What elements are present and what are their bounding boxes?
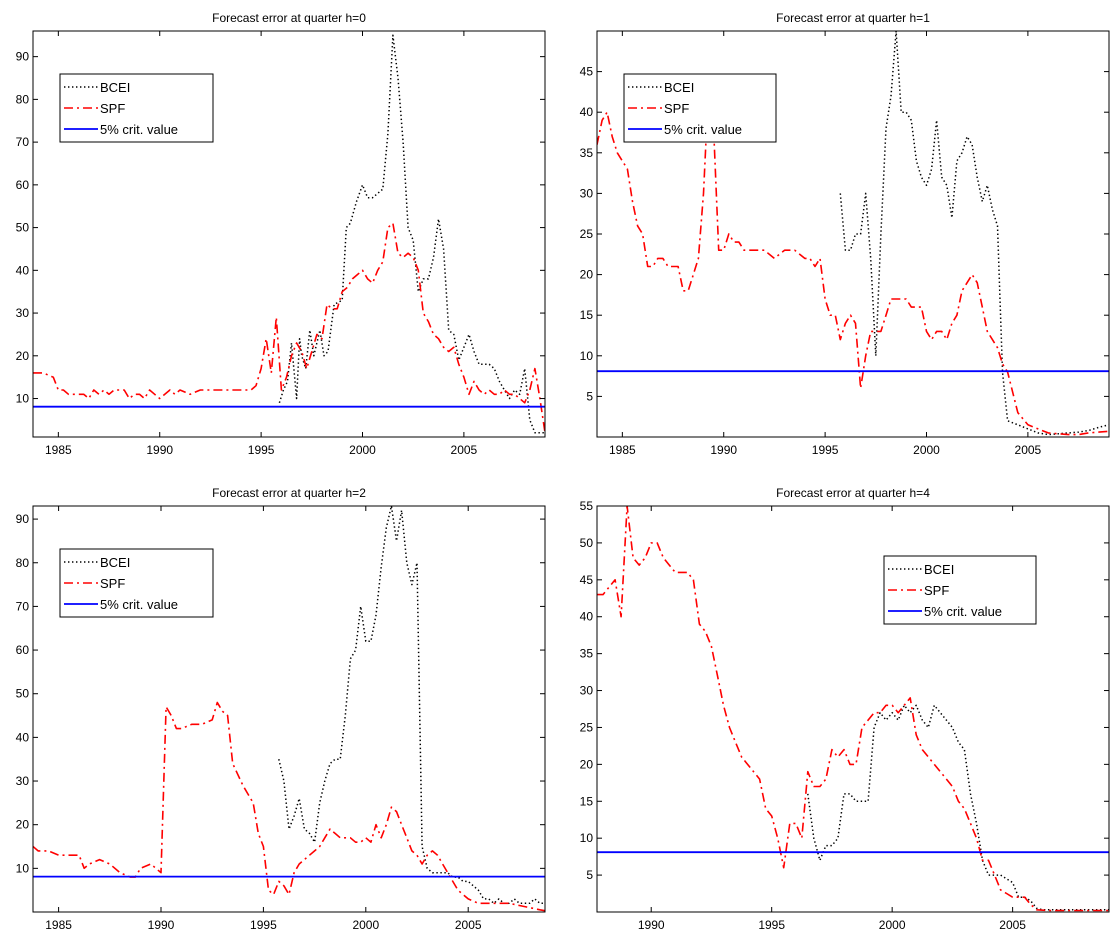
y-tick-label: 40 — [580, 610, 594, 624]
x-tick-label: 2000 — [349, 443, 376, 457]
series-group — [33, 34, 545, 434]
x-tick-label: 1990 — [638, 918, 665, 932]
y-tick-label: 30 — [16, 774, 30, 788]
y-tick-label: 10 — [16, 861, 30, 875]
x-tick-label: 1995 — [250, 918, 277, 932]
series-line-spf — [597, 506, 1109, 912]
y-tick-label: 15 — [580, 794, 594, 808]
y-tick-label: 55 — [580, 499, 594, 513]
chart-title: Forecast error at quarter h=4 — [776, 486, 930, 500]
x-tick-label: 2000 — [879, 918, 906, 932]
y-tick-label: 10 — [580, 831, 594, 845]
series-line-spf — [597, 87, 1109, 436]
chart-panel-1: Forecast error at quarter h=0 1985 1990 199… — [16, 11, 546, 457]
legend-label-spf: SPF — [924, 583, 949, 598]
legend-label-bcei: BCEI — [100, 555, 130, 570]
y-tick-label: 45 — [580, 65, 594, 79]
legend-label-5-crit-value: 5% crit. value — [664, 122, 742, 137]
legend-label-5-crit-value: 5% crit. value — [100, 122, 178, 137]
legend-label-bcei: BCEI — [664, 80, 694, 95]
x-tick-label: 2005 — [1015, 443, 1042, 457]
x-tick-label: 1990 — [148, 918, 175, 932]
y-tick-label: 35 — [580, 647, 594, 661]
series-line-spf — [33, 701, 545, 912]
y-tick-label: 30 — [580, 684, 594, 698]
y-tick-label: 40 — [16, 730, 30, 744]
x-tick-label: 1985 — [609, 443, 636, 457]
x-tick-label: 1995 — [812, 443, 839, 457]
legend: BCEI SPF 5% crit. value — [59, 548, 214, 618]
x-tick-label: 1995 — [248, 443, 275, 457]
legend: BCEI SPF 5% crit. value — [623, 73, 777, 143]
x-tick-label: 1985 — [45, 443, 72, 457]
y-tick-label: 90 — [16, 50, 30, 64]
legend-label-5-crit-value: 5% crit. value — [100, 597, 178, 612]
y-tick-label: 20 — [16, 349, 30, 363]
series-line-bcei — [839, 31, 1109, 436]
y-tick-label: 25 — [580, 720, 594, 734]
y-tick-label: 60 — [16, 643, 30, 657]
y-tick-label: 25 — [580, 227, 594, 241]
x-tick-label: 1995 — [758, 918, 785, 932]
series-group — [597, 31, 1109, 436]
chart-title: Forecast error at quarter h=2 — [212, 486, 366, 500]
y-tick-label: 80 — [16, 92, 30, 106]
legend: BCEI SPF 5% crit. value — [883, 555, 1037, 625]
x-tick-label: 1990 — [710, 443, 737, 457]
y-tick-label: 40 — [580, 105, 594, 119]
y-tick-label: 50 — [16, 687, 30, 701]
y-tick-label: 20 — [580, 268, 594, 282]
x-tick-label: 2000 — [352, 918, 379, 932]
series-line-spf — [33, 222, 545, 433]
x-tick-label: 2005 — [451, 443, 478, 457]
y-tick-label: 30 — [16, 306, 30, 320]
y-tick-label: 5 — [586, 868, 593, 882]
chart-title: Forecast error at quarter h=0 — [212, 11, 366, 25]
axes-frame — [596, 505, 1110, 913]
series-line-bcei — [278, 34, 545, 434]
chart-panel-2: Forecast error at quarter h=1 1985 1990 199… — [580, 11, 1110, 457]
legend-label-bcei: BCEI — [924, 562, 954, 577]
y-tick-label: 5 — [586, 389, 593, 403]
series-group — [597, 506, 1109, 912]
y-tick-label: 45 — [580, 573, 594, 587]
chart-panel-3: Forecast error at quarter h=2 1985 1990 199… — [16, 486, 546, 932]
legend-label-spf: SPF — [664, 101, 689, 116]
y-tick-label: 10 — [580, 349, 594, 363]
y-tick-label: 70 — [16, 135, 30, 149]
y-tick-label: 15 — [580, 308, 594, 322]
axes-frame — [32, 30, 546, 438]
y-tick-label: 50 — [16, 221, 30, 235]
y-tick-label: 20 — [16, 818, 30, 832]
y-tick-label: 80 — [16, 556, 30, 570]
y-tick-label: 20 — [580, 757, 594, 771]
y-tick-label: 40 — [16, 263, 30, 277]
x-tick-label: 2000 — [913, 443, 940, 457]
y-tick-label: 70 — [16, 599, 30, 613]
chart-panel-4: Forecast error at quarter h=4 1990 1995 200… — [580, 486, 1110, 932]
legend-label-spf: SPF — [100, 101, 125, 116]
y-tick-label: 50 — [580, 536, 594, 550]
y-tick-label: 60 — [16, 178, 30, 192]
y-tick-label: 90 — [16, 512, 30, 526]
y-tick-label: 30 — [580, 186, 594, 200]
legend-label-5-crit-value: 5% crit. value — [924, 604, 1002, 619]
legend: BCEI SPF 5% crit. value — [59, 73, 214, 143]
x-tick-label: 1985 — [45, 918, 72, 932]
y-tick-label: 35 — [580, 146, 594, 160]
x-tick-label: 2005 — [455, 918, 482, 932]
chart-title: Forecast error at quarter h=1 — [776, 11, 930, 25]
legend-label-bcei: BCEI — [100, 80, 130, 95]
legend-label-spf: SPF — [100, 576, 125, 591]
series-line-bcei — [278, 506, 545, 905]
y-tick-label: 10 — [16, 392, 30, 406]
axes-frame — [32, 505, 546, 913]
x-tick-label: 2005 — [999, 918, 1026, 932]
legend-box — [59, 548, 214, 618]
x-tick-label: 1990 — [146, 443, 173, 457]
series-group — [33, 506, 545, 912]
